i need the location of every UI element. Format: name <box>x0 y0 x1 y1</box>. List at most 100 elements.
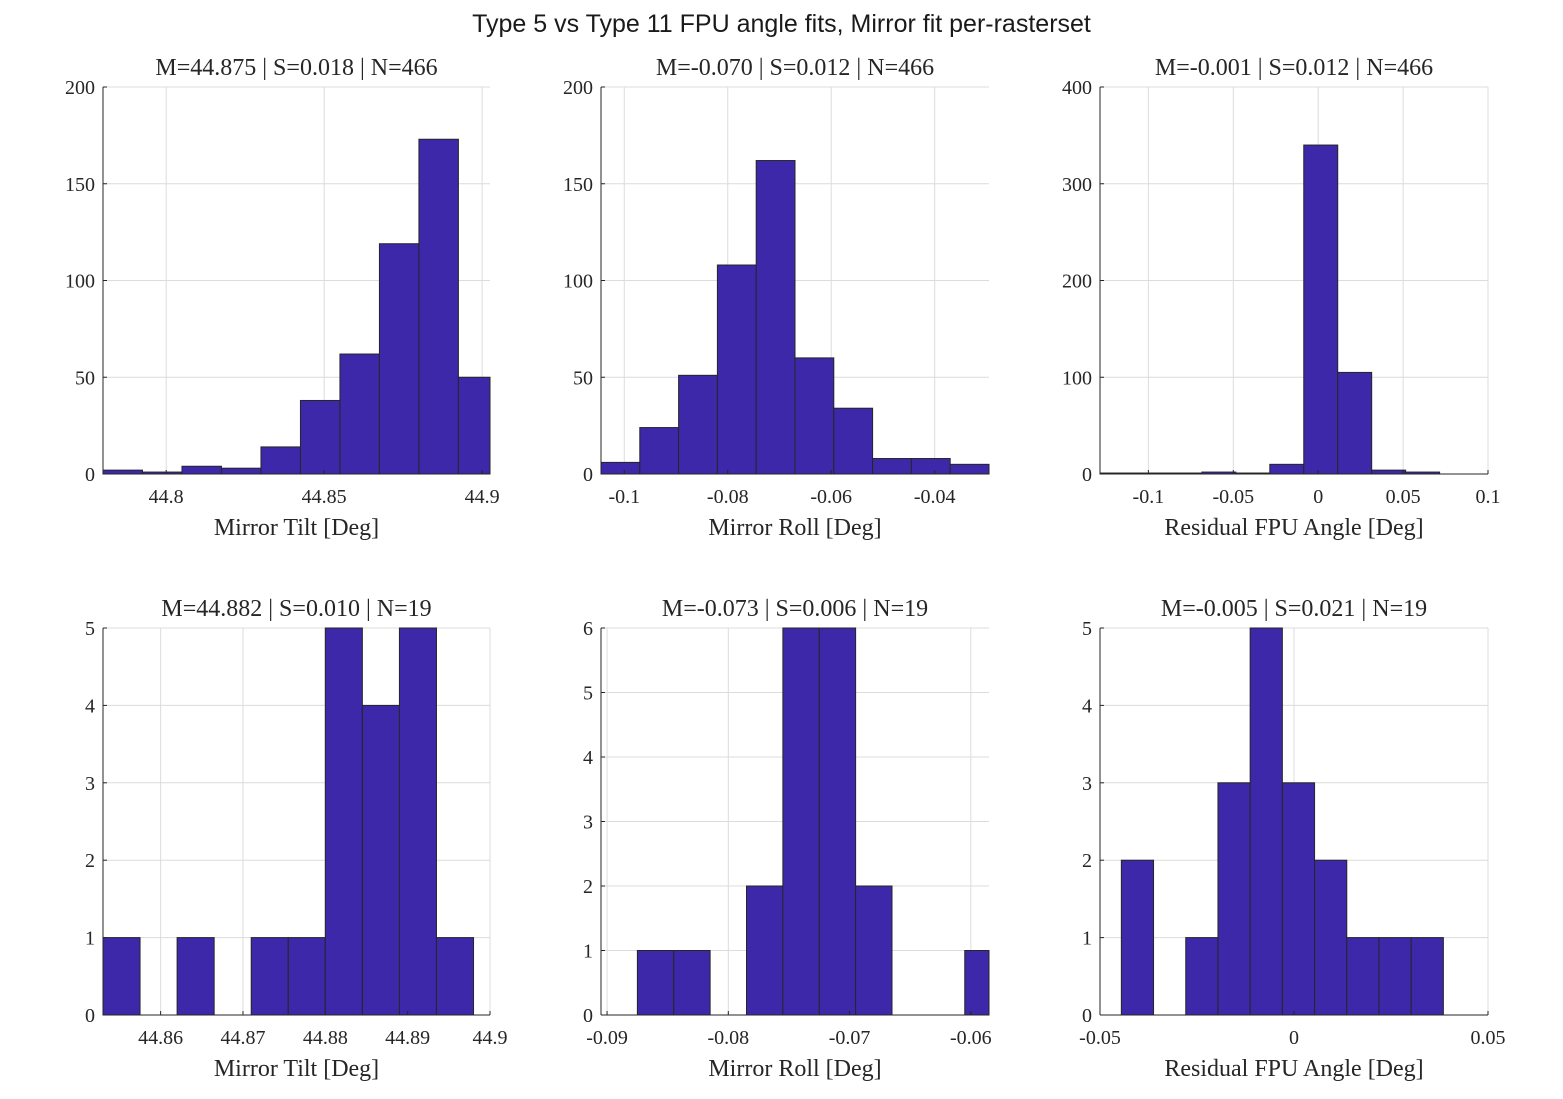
y-tick-label: 100 <box>65 271 95 293</box>
x-tick-label: -0.07 <box>829 1027 871 1049</box>
histogram-bar <box>716 264 757 475</box>
histogram-bar <box>361 704 400 1016</box>
histogram-bar <box>673 950 711 1016</box>
histogram-bar <box>1371 469 1407 475</box>
histogram-bar <box>1378 937 1412 1016</box>
y-tick-label: 2 <box>583 876 593 898</box>
histogram-bar <box>339 353 380 475</box>
x-axis-title: Mirror Roll [Deg] <box>708 515 881 541</box>
histogram-bar <box>1185 937 1219 1016</box>
histogram-bar <box>1410 937 1444 1016</box>
histogram-bar <box>1303 144 1339 475</box>
y-tick-label: 3 <box>1082 773 1092 795</box>
figure-title: Type 5 vs Type 11 FPU angle fits, Mirror… <box>472 10 1091 38</box>
histogram-bar <box>872 458 912 475</box>
y-tick-label: 4 <box>85 695 95 717</box>
y-tick-label: 4 <box>583 747 593 769</box>
histogram-bar <box>818 627 857 1016</box>
histogram-bar <box>250 937 289 1016</box>
y-tick-label: 150 <box>563 174 593 196</box>
y-tick-label: 1 <box>1082 928 1092 950</box>
histogram-bar <box>746 885 784 1016</box>
y-tick-label: 200 <box>1062 271 1092 293</box>
x-tick-label: -0.08 <box>707 486 749 508</box>
y-tick-label: 150 <box>65 174 95 196</box>
histogram-panel-4: 44.86 44.87 44.88 44.89 44.9 0 1 2 3 4 5 M=44.882 |… <box>85 596 508 1082</box>
y-tick-label: 50 <box>75 367 95 389</box>
histogram-bar <box>910 458 951 475</box>
histogram-bar <box>755 160 796 475</box>
y-tick-label: 50 <box>573 367 593 389</box>
x-tick-label: 44.9 <box>465 486 500 508</box>
y-tick-label: 0 <box>85 1005 95 1027</box>
histogram-bar <box>1249 627 1283 1016</box>
y-tick-label: 4 <box>1082 695 1092 717</box>
x-tick-label: 44.88 <box>303 1027 348 1049</box>
y-tick-label: 0 <box>583 464 593 486</box>
y-tick-label: 5 <box>583 683 593 705</box>
histogram-bar <box>600 461 641 475</box>
y-tick-label: 400 <box>1062 77 1092 99</box>
x-tick-label: -0.04 <box>914 486 956 508</box>
y-tick-label: 0 <box>1082 1005 1092 1027</box>
histogram-bar <box>636 950 675 1016</box>
y-tick-label: 3 <box>583 812 593 834</box>
panel-title: M=-0.073 | S=0.006 | N=19 <box>662 596 928 622</box>
x-tick-label: 0.05 <box>1386 486 1421 508</box>
x-tick-label: 0.05 <box>1471 1027 1506 1049</box>
x-tick-label: 0.1 <box>1476 486 1501 508</box>
histogram-bar <box>1314 859 1348 1016</box>
panel-title: M=-0.070 | S=0.012 | N=466 <box>656 55 934 81</box>
y-tick-label: 200 <box>563 77 593 99</box>
x-tick-label: -0.09 <box>586 1027 628 1049</box>
y-tick-label: 0 <box>85 464 95 486</box>
y-tick-label: 3 <box>85 773 95 795</box>
histogram-bar <box>964 950 990 1016</box>
histogram-bar <box>220 467 262 475</box>
y-tick-label: 100 <box>563 271 593 293</box>
histogram-bar <box>833 407 874 475</box>
histogram-panel-1: 44.8 44.85 44.9 0 50 100 150 200 M=44.875 | S=0.… <box>65 55 500 541</box>
y-tick-label: 1 <box>85 928 95 950</box>
histogram-bar <box>287 937 326 1016</box>
x-tick-label: -0.05 <box>1079 1027 1121 1049</box>
x-axis-title: Mirror Roll [Deg] <box>708 1056 881 1082</box>
histogram-bar <box>102 469 143 475</box>
histogram-bar <box>794 357 835 475</box>
y-tick-label: 100 <box>1062 367 1092 389</box>
x-axis-title: Residual FPU Angle [Deg] <box>1164 515 1423 541</box>
histogram-bar <box>1269 463 1305 475</box>
y-tick-label: 0 <box>583 1005 593 1027</box>
histogram-bar <box>678 374 718 475</box>
histogram-bar <box>457 376 491 475</box>
x-tick-label: -0.1 <box>1133 486 1165 508</box>
histogram-bar <box>418 138 459 475</box>
x-tick-label: -0.06 <box>810 486 852 508</box>
histogram-bar <box>378 243 420 475</box>
histogram-bar <box>181 465 222 475</box>
histogram-bar <box>176 937 215 1016</box>
y-tick-label: 0 <box>1082 464 1092 486</box>
x-tick-label: 44.86 <box>138 1027 183 1049</box>
y-tick-label: 2 <box>85 850 95 872</box>
x-axis-title: Mirror Tilt [Deg] <box>214 515 379 541</box>
x-tick-label: -0.06 <box>950 1027 992 1049</box>
histogram-panel-3: -0.1 -0.05 0 0.05 0.1 0 100 200 300 400 M=-0.001 |… <box>1062 55 1501 541</box>
x-tick-label: -0.05 <box>1212 486 1254 508</box>
x-axis-title: Residual FPU Angle [Deg] <box>1164 1056 1423 1082</box>
histogram-panel-2: -0.1 -0.08 -0.06 -0.04 0 50 100 150 200 M=-0.070 … <box>563 55 990 541</box>
histogram-bar <box>1120 859 1155 1016</box>
histogram-bar <box>1217 782 1251 1016</box>
x-tick-label: 44.89 <box>385 1027 430 1049</box>
histogram-bar <box>299 399 341 475</box>
histogram-bar <box>855 885 893 1016</box>
x-tick-label: 44.87 <box>220 1027 265 1049</box>
histogram-bar <box>102 937 141 1016</box>
histogram-bar <box>1281 782 1316 1016</box>
x-axis-title: Mirror Tilt [Deg] <box>214 1056 379 1082</box>
histogram-bar <box>639 427 680 475</box>
histogram-bar <box>260 446 301 475</box>
y-tick-label: 200 <box>65 77 95 99</box>
